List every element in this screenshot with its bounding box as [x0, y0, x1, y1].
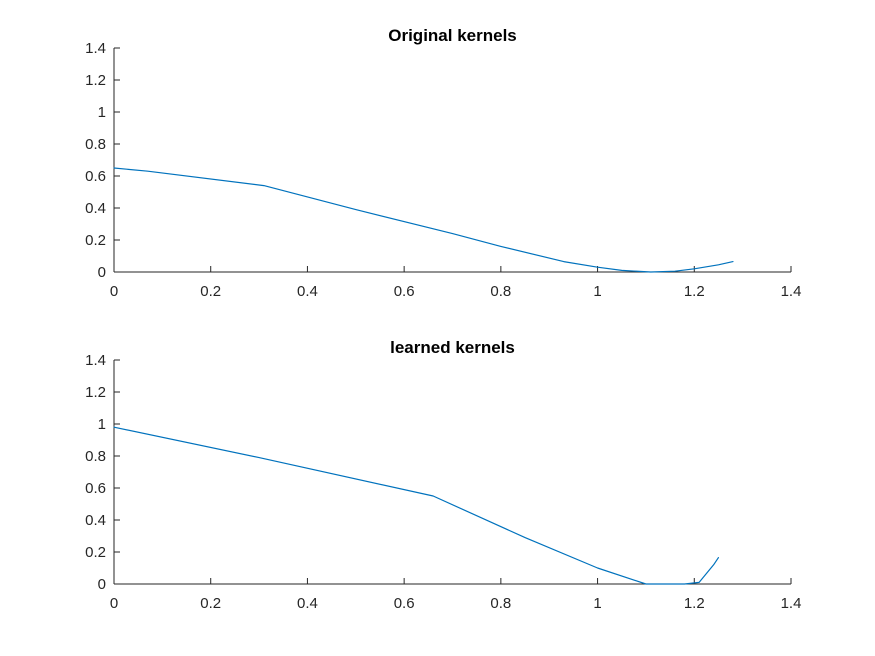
y-tick-label: 0.8	[85, 448, 106, 465]
y-tick-label: 1.4	[85, 40, 106, 57]
x-tick-label: 1.4	[781, 595, 802, 612]
x-tick-label: 1.4	[781, 283, 802, 300]
series-line	[113, 426, 720, 585]
x-tick-label: 0.2	[200, 283, 221, 300]
axes-learned-kernels: learned kernels 0 0.2 0.4 0.6 0.8 1 1.2 1.4 0 0.2…	[85, 338, 801, 612]
y-tick-label: 0	[98, 264, 106, 281]
y-tick-label: 1.2	[85, 384, 106, 401]
x-tick-label: 0.4	[297, 283, 318, 300]
y-tick-label: 0.8	[85, 136, 106, 153]
x-tick-label: 0	[110, 595, 118, 612]
y-tick-label: 0.2	[85, 544, 106, 561]
y-tick-label: 0.6	[85, 168, 106, 185]
x-tick-label: 0.8	[490, 283, 511, 300]
x-tick-label: 0.6	[394, 595, 415, 612]
x-tick-label: 1	[593, 595, 601, 612]
y-tick-label: 1.4	[85, 352, 106, 369]
x-tick-label: 0	[110, 283, 118, 300]
y-tick-label: 1.2	[85, 72, 106, 89]
x-tick-label: 0.2	[200, 595, 221, 612]
chart-title: learned kernels	[390, 338, 515, 357]
y-tick-label: 0	[98, 576, 106, 593]
y-tick-label: 1	[98, 416, 106, 433]
x-tick-label: 0.8	[490, 595, 511, 612]
chart-title: Original kernels	[388, 26, 517, 45]
x-tick-label: 1	[593, 283, 601, 300]
x-tick-label: 1.2	[684, 595, 705, 612]
y-tick-label: 1	[98, 104, 106, 121]
y-tick-label: 0.2	[85, 232, 106, 249]
x-tick-label: 1.2	[684, 283, 705, 300]
y-tick-label: 0.4	[85, 512, 106, 529]
y-tick-label: 0.6	[85, 480, 106, 497]
x-tick-label: 0.4	[297, 595, 318, 612]
axes-original-kernels: Original kernels 0 0.2 0.4 0.6 0.8 1 1.2 1.4 0 0.…	[85, 26, 801, 300]
series-line	[113, 167, 734, 273]
y-tick-label: 0.4	[85, 200, 106, 217]
x-tick-label: 0.6	[394, 283, 415, 300]
